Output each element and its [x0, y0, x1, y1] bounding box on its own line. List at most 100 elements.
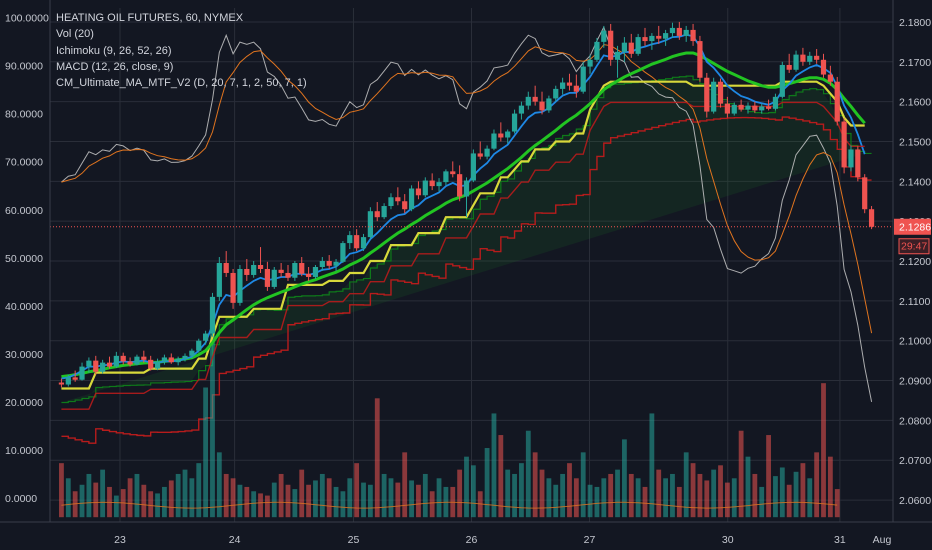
candle-body — [505, 131, 511, 138]
candle-body — [408, 188, 415, 210]
volume-bar — [512, 473, 517, 518]
candle-body — [745, 105, 751, 110]
volume-bar — [615, 469, 620, 518]
volume-bar — [656, 469, 662, 518]
volume-bar — [807, 478, 813, 518]
volume-bar — [766, 435, 771, 518]
volume-bar — [189, 478, 195, 518]
volume-bar — [676, 486, 682, 518]
volume-bar — [388, 478, 394, 518]
left-axis-tick-label: 10.0000 — [5, 445, 43, 457]
right-axis-bg — [893, 0, 932, 550]
volume-bar — [381, 473, 387, 518]
time-axis-tick-label: 25 — [348, 534, 360, 546]
candle-body — [154, 361, 161, 369]
volume-bar — [155, 493, 160, 518]
candle-body — [628, 42, 634, 54]
candle-body — [457, 174, 463, 197]
candle-body — [814, 55, 820, 60]
volume-bar — [175, 473, 181, 518]
left-axis-tick-label: 80.0000 — [5, 109, 43, 121]
candle-body — [429, 180, 435, 187]
time-axis-bg — [0, 522, 932, 550]
study-macd[interactable]: MACD (12, 26, close, 9) — [56, 60, 174, 73]
candle-body — [209, 296, 216, 334]
volume-bar — [573, 478, 579, 518]
candle-body — [436, 182, 442, 187]
left-axis-tick-label: 0.0000 — [5, 493, 37, 505]
macd-lines — [61, 25, 873, 509]
candle-body — [587, 59, 593, 67]
volume-bar — [786, 484, 792, 518]
volume-bar — [587, 484, 593, 518]
volume-bar — [168, 480, 174, 518]
volume-bar — [237, 484, 243, 518]
candle-body — [367, 211, 373, 238]
volume-bar — [519, 463, 524, 518]
candle-body — [106, 362, 113, 367]
symbol-title[interactable]: HEATING OIL FUTURES, 60, NYMEX — [56, 12, 244, 24]
volume-bar — [86, 473, 92, 518]
volume-bar — [361, 482, 366, 518]
volume-bar — [834, 489, 840, 518]
candle-body — [855, 149, 861, 178]
study-ichimoku[interactable]: Ichimoku (9, 26, 52, 26) — [56, 44, 172, 57]
volume-bar — [162, 486, 167, 518]
candle-body — [168, 357, 174, 363]
candle-body — [862, 177, 868, 210]
candle-body — [333, 261, 339, 266]
candle-body — [669, 27, 676, 34]
volume-bar — [718, 465, 723, 518]
candle-body — [711, 81, 717, 112]
volume-bar — [409, 480, 414, 518]
candle-body — [100, 362, 106, 372]
volume-bar — [532, 452, 538, 518]
volume-bar — [800, 463, 806, 518]
volume-bar — [470, 465, 476, 518]
left-axis-tick-label: 70.0000 — [5, 157, 43, 169]
candle-body — [113, 355, 119, 367]
candle-body — [402, 201, 408, 210]
volume-bar — [196, 463, 202, 518]
volume-bar — [505, 469, 511, 518]
volume-bar — [464, 456, 469, 518]
volume-bar — [484, 448, 490, 518]
volume-bar — [670, 473, 675, 518]
volume-bar — [821, 383, 826, 518]
volume-bar — [285, 484, 291, 518]
countdown-label: 29:47 — [901, 241, 927, 253]
time-axis-tick-label: 31 — [834, 534, 846, 546]
volume-bar — [210, 318, 215, 518]
volume-bar — [539, 469, 545, 518]
candle-body — [827, 74, 833, 82]
volume-bar — [251, 491, 257, 518]
candle-body — [216, 263, 222, 297]
time-axis-tick-label: 27 — [584, 534, 596, 546]
candle-body — [518, 105, 525, 114]
signal-line — [61, 44, 873, 334]
candle-body — [347, 235, 353, 244]
candle-body — [93, 360, 99, 372]
candle-body — [422, 180, 428, 196]
volume-bar — [422, 473, 428, 518]
volume-bar — [374, 398, 380, 518]
indicator-lines — [61, 33, 866, 410]
right-axis-tick-label: 2.0800 — [899, 415, 931, 427]
candle-body — [340, 243, 346, 262]
candle-body — [381, 206, 387, 218]
volume-bar — [601, 478, 607, 518]
candle-body — [395, 197, 401, 202]
candle-body — [532, 96, 538, 102]
candle-body — [525, 96, 531, 106]
volume-bar — [216, 452, 222, 518]
study-volume[interactable]: Vol (20) — [56, 28, 94, 41]
candle-body — [511, 113, 518, 132]
candle-body — [189, 350, 195, 356]
ma-line-green — [61, 51, 866, 379]
volume-bar — [642, 486, 648, 518]
volume-bar — [690, 463, 696, 518]
volume-bar — [498, 435, 504, 518]
study-cm-ultimate-ma[interactable]: CM_Ultimate_MA_MTF_V2 (D, 20, 7, 1, 2, 5… — [56, 77, 307, 90]
volume-bar — [347, 478, 353, 518]
